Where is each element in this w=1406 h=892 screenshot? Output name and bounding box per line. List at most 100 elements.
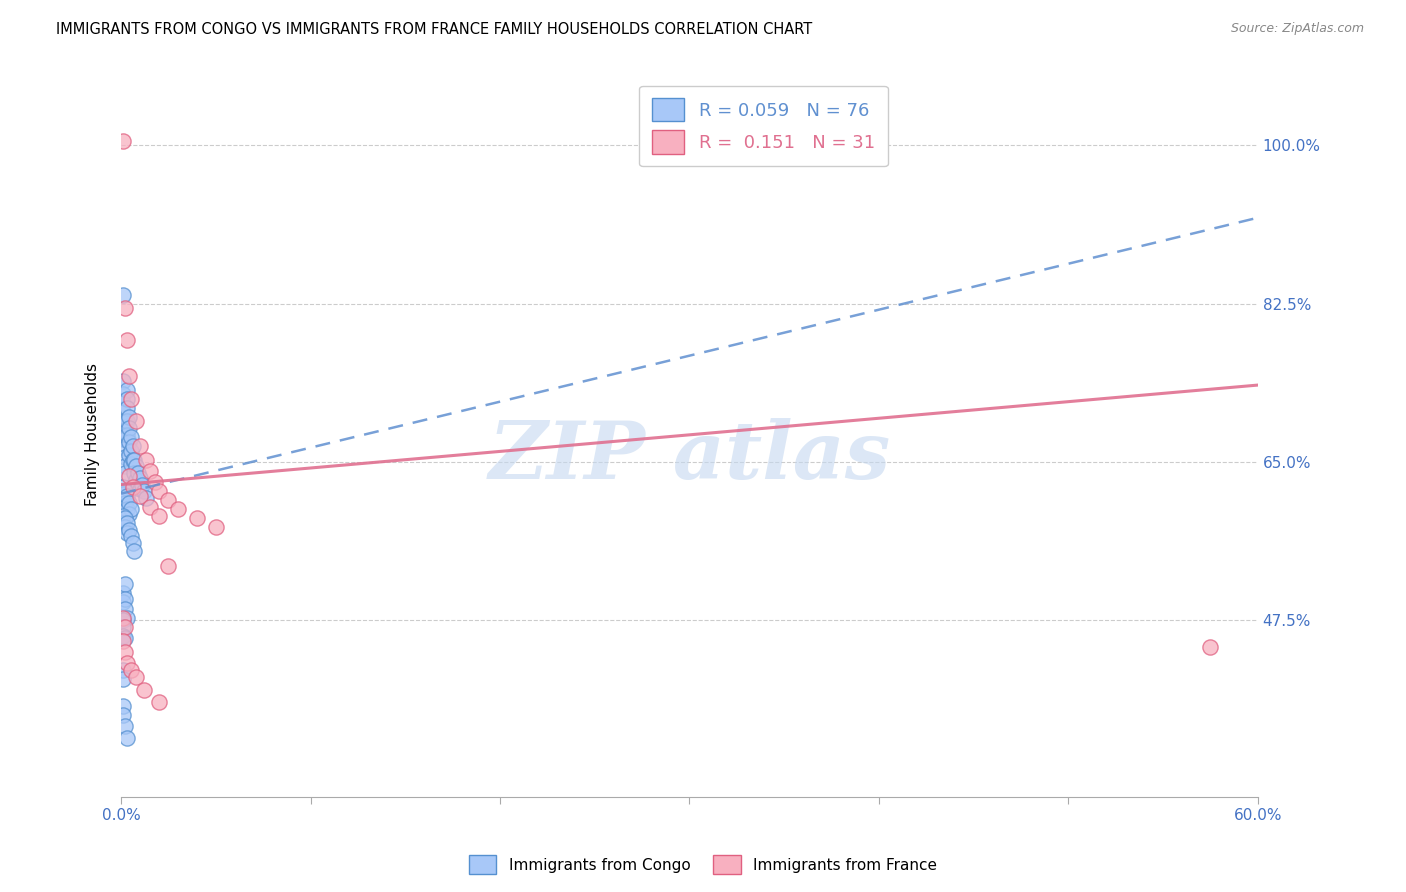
Point — [120, 502, 142, 516]
Point — [112, 423, 135, 437]
Point — [131, 477, 153, 491]
Point — [148, 695, 170, 709]
Point — [121, 536, 143, 550]
Point — [112, 629, 135, 643]
Point — [124, 543, 146, 558]
Point — [118, 468, 141, 483]
Point — [120, 392, 142, 406]
Point — [114, 483, 136, 498]
Point — [148, 483, 170, 498]
Point — [118, 369, 141, 384]
Point — [118, 496, 141, 510]
Point — [135, 453, 157, 467]
Point — [114, 466, 136, 480]
Point — [114, 719, 136, 733]
Point — [114, 301, 136, 315]
Legend: R = 0.059   N = 76, R =  0.151   N = 31: R = 0.059 N = 76, R = 0.151 N = 31 — [640, 86, 887, 166]
Point — [114, 442, 136, 456]
Point — [115, 656, 138, 670]
Point — [125, 473, 148, 487]
Point — [112, 699, 135, 714]
Point — [115, 502, 138, 516]
Point — [115, 489, 138, 503]
Point — [120, 529, 142, 543]
Point — [121, 480, 143, 494]
Point — [115, 383, 138, 397]
Point — [205, 520, 228, 534]
Point — [115, 731, 138, 745]
Y-axis label: Family Households: Family Households — [86, 363, 100, 507]
Point — [115, 427, 138, 442]
Point — [112, 486, 135, 500]
Point — [135, 491, 157, 505]
Point — [114, 577, 136, 591]
Point — [115, 525, 138, 540]
Point — [118, 448, 141, 462]
Point — [157, 559, 180, 574]
Point — [114, 496, 136, 510]
Point — [114, 414, 136, 428]
Point — [125, 459, 148, 474]
Point — [114, 450, 136, 465]
Point — [114, 459, 136, 474]
Point — [114, 511, 136, 525]
Point — [112, 492, 135, 507]
Point — [112, 595, 135, 609]
Point — [118, 435, 141, 450]
Point — [112, 387, 135, 401]
Point — [115, 401, 138, 415]
Point — [129, 439, 152, 453]
Text: IMMIGRANTS FROM CONGO VS IMMIGRANTS FROM FRANCE FAMILY HOUSEHOLDS CORRELATION CH: IMMIGRANTS FROM CONGO VS IMMIGRANTS FROM… — [56, 22, 813, 37]
Point — [112, 634, 135, 648]
Point — [112, 374, 135, 388]
Point — [114, 433, 136, 447]
Point — [127, 480, 149, 494]
Point — [118, 409, 141, 424]
Point — [112, 619, 135, 633]
Point — [121, 439, 143, 453]
Point — [114, 645, 136, 659]
Point — [138, 464, 160, 478]
Point — [112, 586, 135, 600]
Point — [120, 444, 142, 458]
Point — [125, 414, 148, 428]
Point — [115, 516, 138, 531]
Text: Source: ZipAtlas.com: Source: ZipAtlas.com — [1230, 22, 1364, 36]
Point — [112, 480, 135, 494]
Point — [120, 430, 142, 444]
Point — [118, 523, 141, 537]
Point — [112, 287, 135, 301]
Point — [112, 516, 135, 531]
Legend: Immigrants from Congo, Immigrants from France: Immigrants from Congo, Immigrants from F… — [463, 849, 943, 880]
Point — [115, 333, 138, 347]
Point — [120, 457, 142, 471]
Point — [112, 613, 135, 627]
Point — [118, 508, 141, 522]
Point — [112, 414, 135, 428]
Point — [124, 466, 146, 480]
Point — [115, 392, 138, 406]
Point — [112, 610, 135, 624]
Text: ZIP atlas: ZIP atlas — [488, 417, 890, 495]
Point — [124, 453, 146, 467]
Point — [112, 509, 135, 524]
Point — [129, 471, 152, 485]
Point — [148, 509, 170, 524]
Point — [112, 405, 135, 419]
Point — [114, 619, 136, 633]
Point — [114, 423, 136, 437]
Point — [121, 453, 143, 467]
Point — [157, 492, 180, 507]
Point — [125, 670, 148, 684]
Point — [114, 520, 136, 534]
Point — [129, 489, 152, 503]
Point — [112, 134, 135, 148]
Point — [112, 708, 135, 723]
Point — [114, 601, 136, 615]
Point — [143, 475, 166, 489]
Point — [120, 663, 142, 677]
Point — [132, 682, 155, 697]
Point — [112, 396, 135, 410]
Point — [167, 502, 190, 516]
Point — [115, 414, 138, 428]
